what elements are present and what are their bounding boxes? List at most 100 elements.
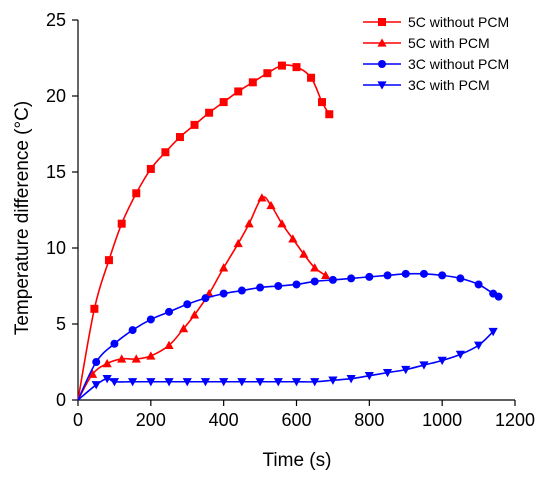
data-point [165,307,174,316]
data-point [488,327,498,337]
series-0 [77,61,334,401]
data-point [321,270,331,280]
data-point [266,200,276,210]
legend-item: 5C without PCM [363,14,509,30]
data-point [104,256,113,265]
data-point [325,110,334,119]
data-point [438,271,447,280]
data-point [346,375,356,384]
data-point [219,378,229,387]
data-point [288,234,298,243]
data-point [383,271,392,280]
data-point [299,249,309,258]
data-point [248,78,257,87]
data-point [456,274,465,283]
legend-marker [378,60,386,68]
data-point [110,339,119,348]
data-point [328,275,337,284]
data-point [146,378,156,387]
legend-marker [377,81,387,90]
series-line [77,64,330,401]
data-point [90,304,99,313]
data-point [292,280,301,289]
data-point [277,61,286,70]
axes: 0 200 400 600 800 1000 1200 0 5 10 15 20 25 [46,10,535,430]
legend-item: 3C without PCM [363,56,509,72]
data-point [219,289,228,298]
data-point [317,98,326,107]
legend: 5C without PCM 5C with PCM 3C without PCM 3… [363,14,509,93]
data-point [128,378,138,387]
data-point [102,375,112,384]
legend-label: 3C with PCM [408,77,490,93]
x-tick-label: 200 [136,410,166,430]
data-point [205,108,214,117]
x-tick-label: 600 [281,410,311,430]
data-point [310,277,319,286]
x-tick-label: 400 [209,410,239,430]
x-tick-label: 1000 [422,410,462,430]
data-point [365,272,374,281]
data-point [277,219,287,228]
series-1 [77,193,331,401]
legend-marker [377,38,387,47]
series-3 [77,327,498,401]
series-2 [77,269,503,401]
data-point [200,378,211,387]
data-point [419,269,428,278]
data-point [219,98,228,107]
data-point [190,120,199,129]
data-point [474,280,483,289]
data-point [183,300,192,309]
data-point [244,219,254,228]
data-point [237,286,246,295]
x-tick-label: 800 [354,410,384,430]
x-tick-label: 0 [73,410,83,430]
y-tick-label: 15 [46,162,66,182]
y-tick-label: 5 [56,314,66,334]
data-point [117,354,127,363]
data-point [257,193,267,202]
data-point [146,315,155,324]
data-point [273,378,283,387]
legend-marker [378,18,386,26]
y-axis-title: Temperature difference (°C) [12,101,33,335]
data-point [494,292,503,301]
legend-label: 3C without PCM [408,56,509,72]
data-point [274,282,283,290]
data-point [233,238,243,248]
data-point [91,381,101,390]
data-point [347,274,356,283]
data-point [132,189,141,198]
data-point [473,341,484,350]
data-point [117,219,126,228]
legend-label: 5C with PCM [408,35,490,51]
y-tick-label: 20 [46,86,66,106]
y-tick-label: 25 [46,10,66,30]
legend-item: 3C with PCM [363,77,490,93]
data-point [182,378,192,387]
y-tick-label: 10 [46,238,66,258]
data-point [234,87,243,96]
data-point [131,354,141,363]
data-point [179,323,189,333]
data-point [109,378,120,387]
data-point [328,376,338,385]
data-point [310,378,320,387]
data-point [164,340,174,349]
series-line [77,331,494,401]
data-point [102,358,112,368]
data-point [263,69,272,78]
data-point [307,73,316,82]
data-point [128,326,137,335]
data-point [87,369,98,378]
data-point [189,310,200,319]
data-point [146,351,156,360]
data-point [201,294,210,303]
series-layer [77,61,503,401]
data-point [161,148,170,157]
data-point [292,63,301,72]
legend-label: 5C without PCM [408,14,509,30]
data-point [401,269,410,278]
data-point [164,378,174,387]
